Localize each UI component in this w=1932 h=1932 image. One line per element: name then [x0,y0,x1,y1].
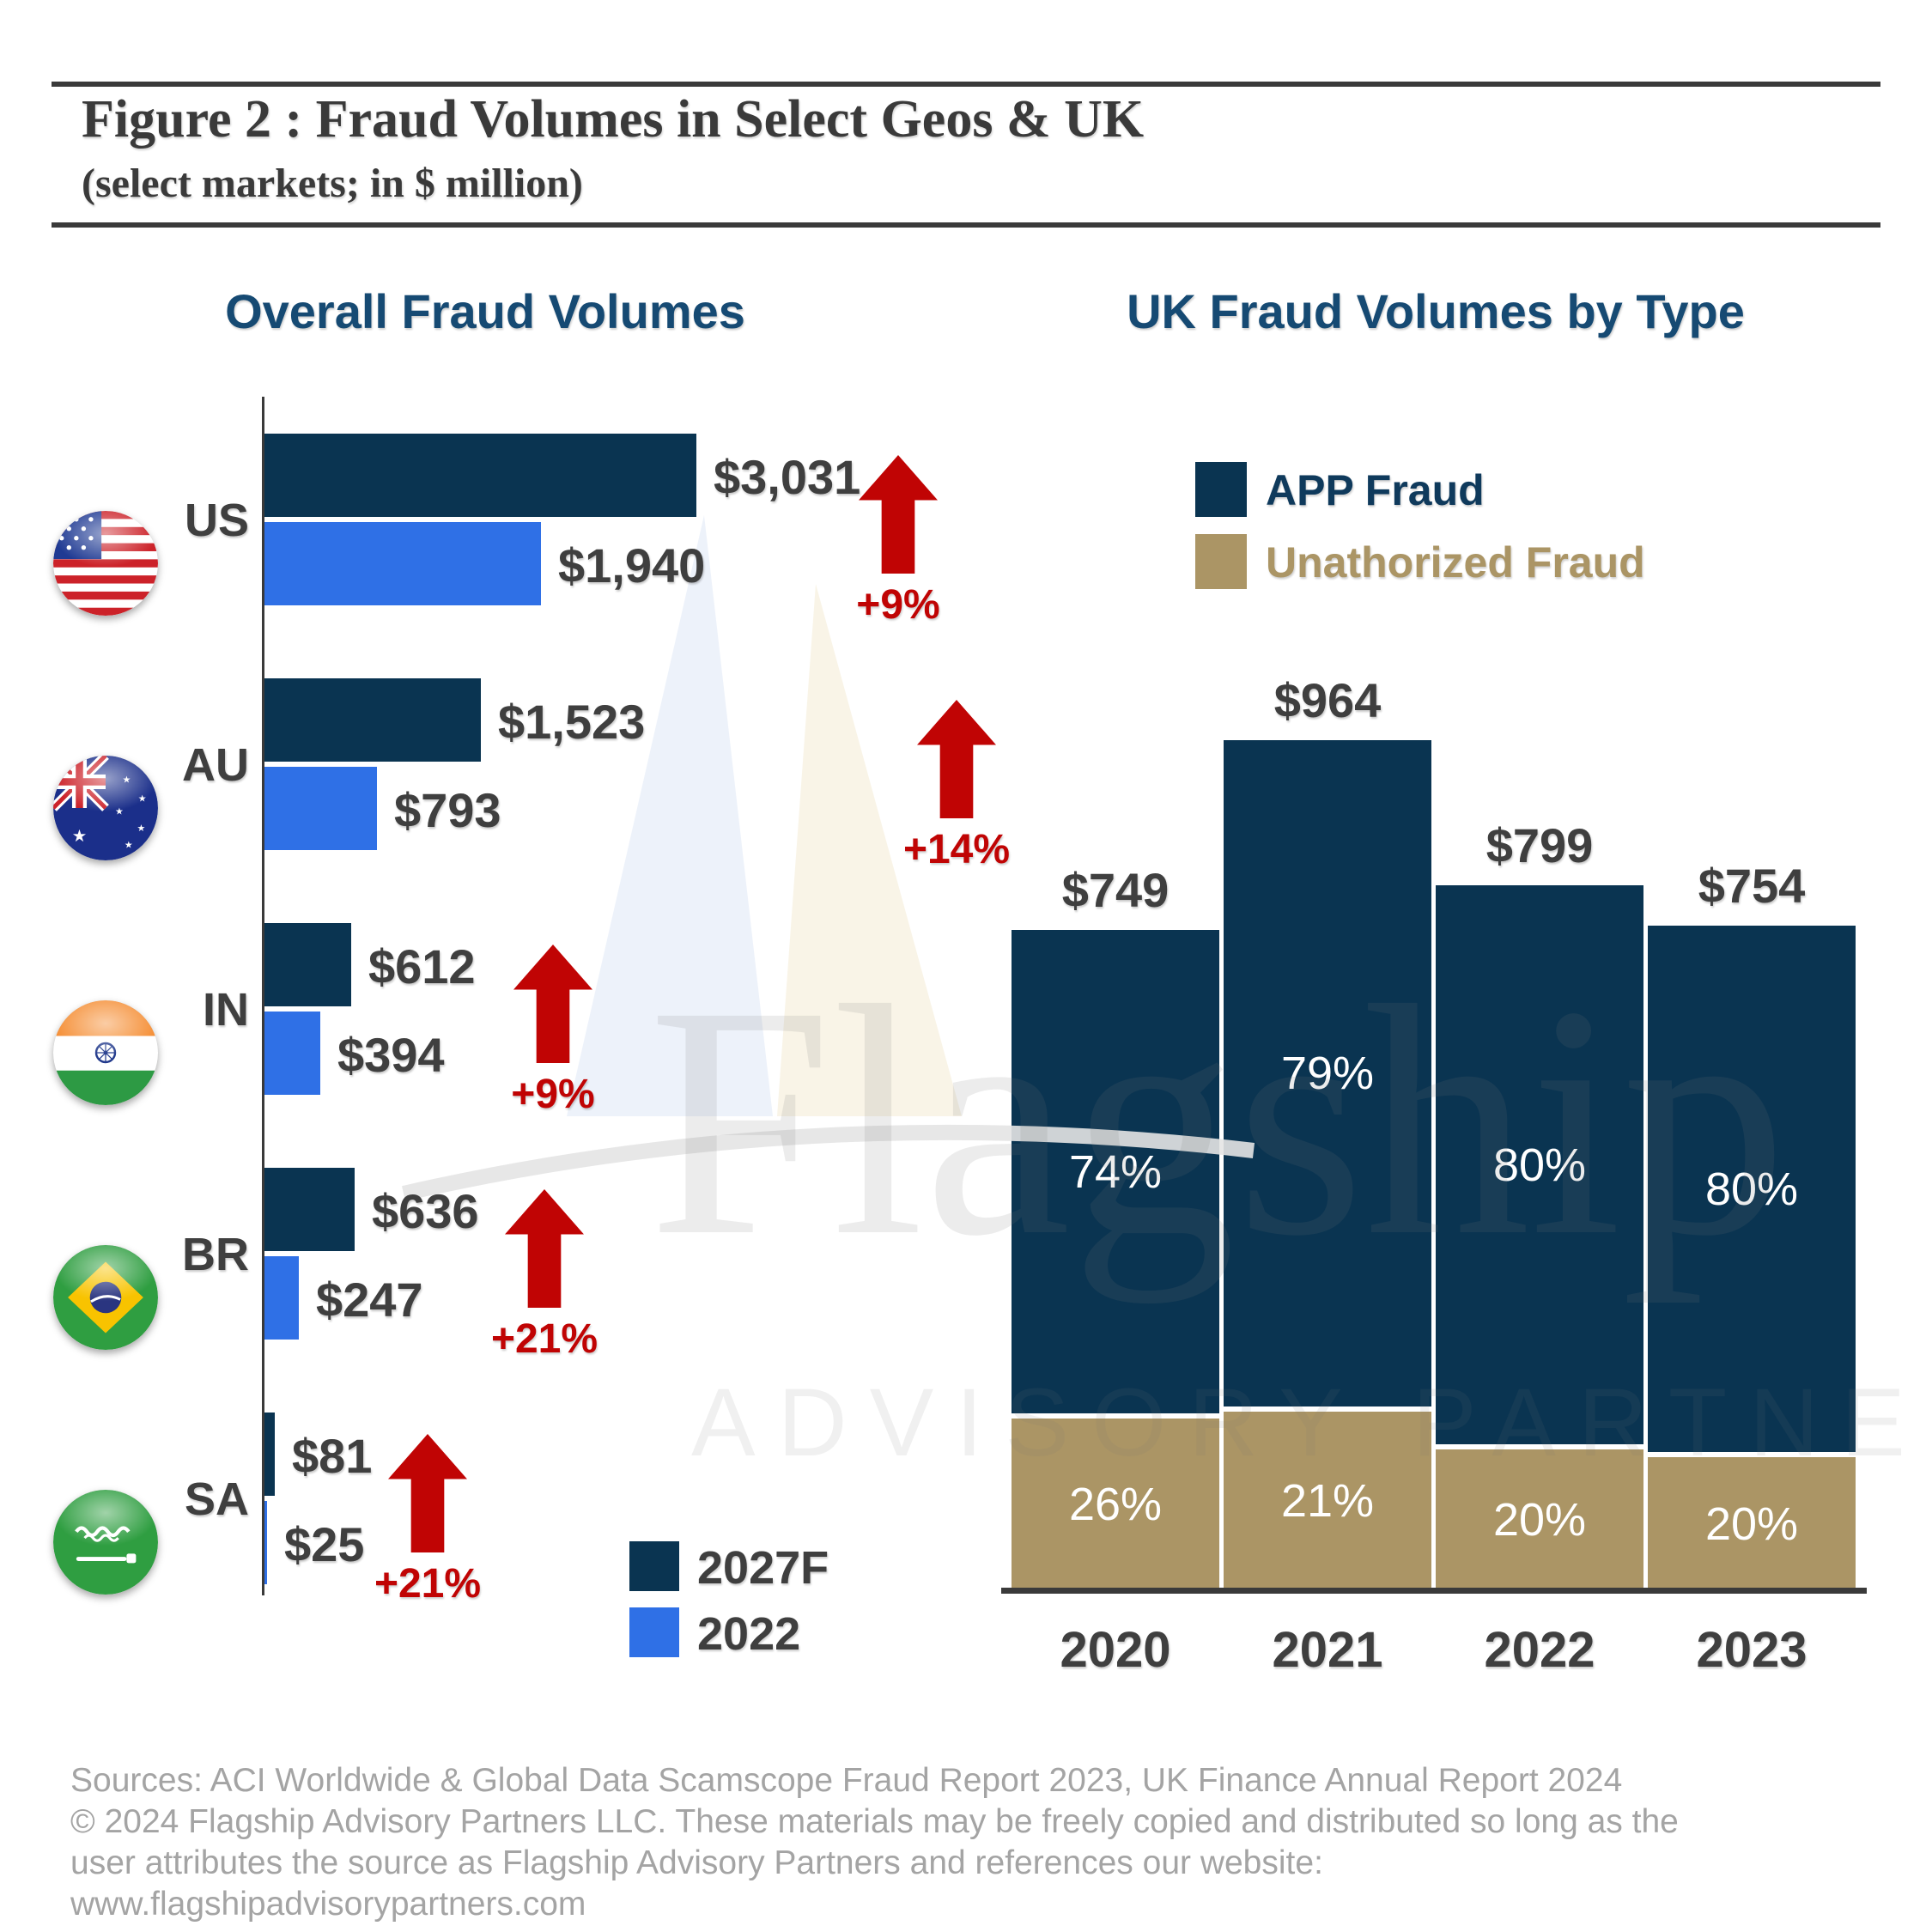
bar-2027f-au [264,678,481,762]
left-row-us: US $3,031 $1,940 +9% [53,434,1895,628]
app-fraud-segment: 79% [1224,740,1431,1406]
year-label: 2022 [1484,1622,1595,1678]
value-2022: $1,940 [558,538,706,592]
bar-2027f-us [264,434,696,517]
footer-line: © 2024 Flagship Advisory Partners LLC. T… [70,1803,1679,1840]
pct-change: +9% [511,1072,595,1117]
country-label: US [184,495,249,546]
total-label: $754 [1698,859,1806,913]
value-2022: $247 [316,1273,423,1327]
year-label: 2020 [1060,1622,1171,1678]
app-pct-label: 80% [1704,1163,1799,1215]
stacked-column-2021: $964 79% 21% 2021 [1224,673,1431,1678]
unauthorized-fraud-segment: 20% [1436,1449,1643,1590]
top-rule [52,82,1880,87]
source-attribution: Sources: ACI Worldwide & Global Data Sca… [70,1760,1679,1925]
unauthorized-fraud-segment: 26% [1012,1419,1219,1590]
bar-2027f-in [264,923,351,1006]
bar-2022-br [264,1256,299,1340]
unauth-pct-label: 20% [1492,1494,1587,1546]
au-flag-icon: ★ ★ ★ ★ ★ ★ [53,756,158,860]
svg-text:★: ★ [137,823,146,834]
bar-2022-sa [264,1501,267,1584]
figure-title: Figure 2 : Fraud Volumes in Select Geos … [82,90,1145,149]
unauth-pct-label: 26% [1068,1479,1163,1530]
left-row-au: ★ ★ ★ ★ ★ ★ AU $1,523 $793 +14% [53,678,1895,872]
legend-label-2022: 2022 [697,1608,801,1660]
value-2022: $394 [337,1028,445,1082]
red-up-arrow-icon [513,945,592,1063]
country-label: AU [182,739,249,791]
pct-change: +9% [856,582,940,628]
legend-swatch-unauthorized-fraud [1195,534,1247,589]
stacked-column-2020: $749 74% 26% 2020 [1012,863,1219,1678]
bar-2027f-br [264,1168,355,1251]
sa-flag-icon [53,1490,158,1595]
red-up-arrow-icon [505,1189,584,1308]
unauthorized-fraud-segment: 21% [1224,1412,1431,1590]
bar-2022-in [264,1012,320,1095]
red-up-arrow-icon [917,700,996,818]
value-2027f: $636 [372,1184,479,1238]
app-fraud-segment: 74% [1012,930,1219,1413]
value-2022: $793 [394,783,501,837]
pct-change: +14% [902,827,1011,872]
footer-line: user attributes the source as Flagship A… [70,1844,1323,1881]
stacked-column-2023: $754 80% 20% 2023 [1648,859,1856,1678]
header-bottom-rule [52,222,1880,228]
right-chart-title: UK Fraud Volumes by Type [1127,284,1745,338]
pct-change: +21% [374,1561,482,1607]
svg-text:★: ★ [72,826,88,846]
unauthorized-fraud-segment: 20% [1648,1457,1856,1590]
unauth-pct-label: 21% [1280,1475,1375,1527]
total-label: $964 [1273,673,1382,727]
figure-subtitle: (select markets; in $ million) [82,161,583,206]
svg-text:★: ★ [115,805,124,817]
pct-change: +21% [490,1316,598,1362]
legend-swatch-app-fraud [1195,462,1247,517]
country-label: SA [184,1473,249,1525]
value-2022: $25 [284,1517,365,1571]
stacked-column-2022: $799 80% 20% 2022 [1436,818,1643,1678]
country-label: IN [203,984,249,1036]
left-row-in: IN $612 $394 +9% [53,923,1895,1117]
red-up-arrow-icon [388,1434,467,1552]
red-up-arrow-icon [859,455,938,574]
year-label: 2023 [1696,1622,1807,1678]
app-fraud-segment: 80% [1648,926,1856,1452]
legend-label-unauthorized-fraud: Unathorized Fraud [1266,538,1645,586]
bar-2022-au [264,767,377,850]
app-pct-label: 79% [1280,1048,1375,1099]
left-row-br: BR $636 $247 +21% [53,1168,1895,1362]
svg-text:★: ★ [125,839,133,850]
bar-2027f-sa [264,1413,275,1496]
left-chart-title: Overall Fraud Volumes [225,284,745,338]
value-2027f: $3,031 [714,450,861,504]
legend-label-2027f: 2027F [697,1542,829,1594]
value-2027f: $612 [368,939,476,993]
total-label: $799 [1485,818,1594,872]
us-flag-icon [53,511,158,616]
left-chart-axis [262,397,264,1595]
app-fraud-segment: 80% [1436,885,1643,1444]
footer-line[interactable]: www.flagshipadvisorypartners.com [70,1886,586,1923]
year-label: 2021 [1272,1622,1383,1678]
value-2027f: $81 [292,1429,373,1483]
value-2027f: $1,523 [498,695,646,749]
right-chart-baseline [1001,1588,1867,1594]
unauth-pct-label: 20% [1704,1498,1799,1550]
app-pct-label: 74% [1068,1145,1163,1198]
left-row-sa: SA $81 $25 +21% [53,1413,1895,1607]
svg-text:★: ★ [138,793,147,805]
bar-2022-us [264,522,541,605]
br-flag-icon [53,1245,158,1350]
legend-swatch-2022 [629,1607,679,1657]
app-pct-label: 80% [1492,1139,1587,1191]
legend-swatch-2027f [629,1541,679,1591]
footer-line: Sources: ACI Worldwide & Global Data Sca… [70,1762,1623,1799]
total-label: $749 [1061,863,1170,917]
legend-label-app-fraud: APP Fraud [1266,466,1485,514]
country-label: BR [182,1229,249,1280]
